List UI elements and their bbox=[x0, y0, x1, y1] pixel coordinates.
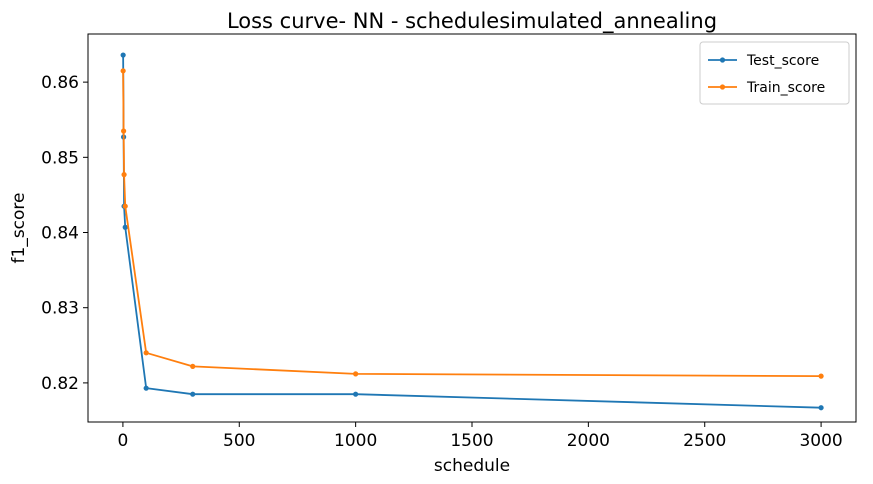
train-score-point bbox=[120, 68, 126, 74]
test-score-line bbox=[122, 55, 822, 409]
test-score-legend-marker bbox=[719, 57, 726, 63]
y-tick-label: 0.82 bbox=[41, 374, 79, 394]
train-score-point bbox=[122, 203, 128, 209]
x-tick-label: 2500 bbox=[683, 431, 726, 451]
y-axis-label: f1_score bbox=[9, 193, 29, 264]
train-score-point bbox=[121, 128, 127, 134]
x-tick-label: 2000 bbox=[567, 431, 610, 451]
x-tick-label: 500 bbox=[223, 431, 255, 451]
y-tick-label: 0.83 bbox=[41, 299, 79, 319]
train-score-point bbox=[353, 371, 359, 377]
test-score-point bbox=[122, 224, 128, 230]
x-axis-label: schedule bbox=[434, 456, 510, 476]
chart-title: Loss curve- NN - schedulesimulated_annea… bbox=[227, 9, 717, 34]
test-score-point bbox=[190, 391, 196, 397]
test-score-point bbox=[143, 385, 149, 391]
legend-box bbox=[699, 41, 850, 105]
test-score-point bbox=[120, 52, 126, 58]
test-score-point bbox=[818, 405, 824, 411]
test-score-legend-label: Test_score bbox=[746, 53, 819, 69]
y-tick-label: 0.85 bbox=[41, 148, 79, 168]
x-tick-label: 1000 bbox=[334, 431, 377, 451]
train-score-legend-marker bbox=[719, 84, 726, 90]
train-score-point bbox=[190, 363, 196, 369]
y-tick-label: 0.84 bbox=[41, 224, 79, 244]
train-score-point bbox=[121, 172, 127, 178]
x-tick-label: 1500 bbox=[450, 431, 493, 451]
x-tick-label: 0 bbox=[117, 431, 128, 451]
series-layer bbox=[120, 52, 824, 411]
train-score-point bbox=[818, 373, 824, 379]
train-score-legend-label: Train_score bbox=[746, 80, 825, 96]
x-axis: 0 500 1000 1500 2000 2500 3000 bbox=[117, 422, 843, 451]
train-score-point bbox=[143, 350, 149, 356]
test-score-point bbox=[353, 391, 359, 397]
y-tick-label: 0.86 bbox=[41, 73, 79, 93]
train-score-line bbox=[122, 70, 822, 378]
y-axis: 0.82 0.83 0.84 0.85 0.86 bbox=[41, 73, 88, 394]
x-tick-label: 3000 bbox=[799, 431, 842, 451]
legend: Test_score Train_score bbox=[699, 41, 850, 105]
